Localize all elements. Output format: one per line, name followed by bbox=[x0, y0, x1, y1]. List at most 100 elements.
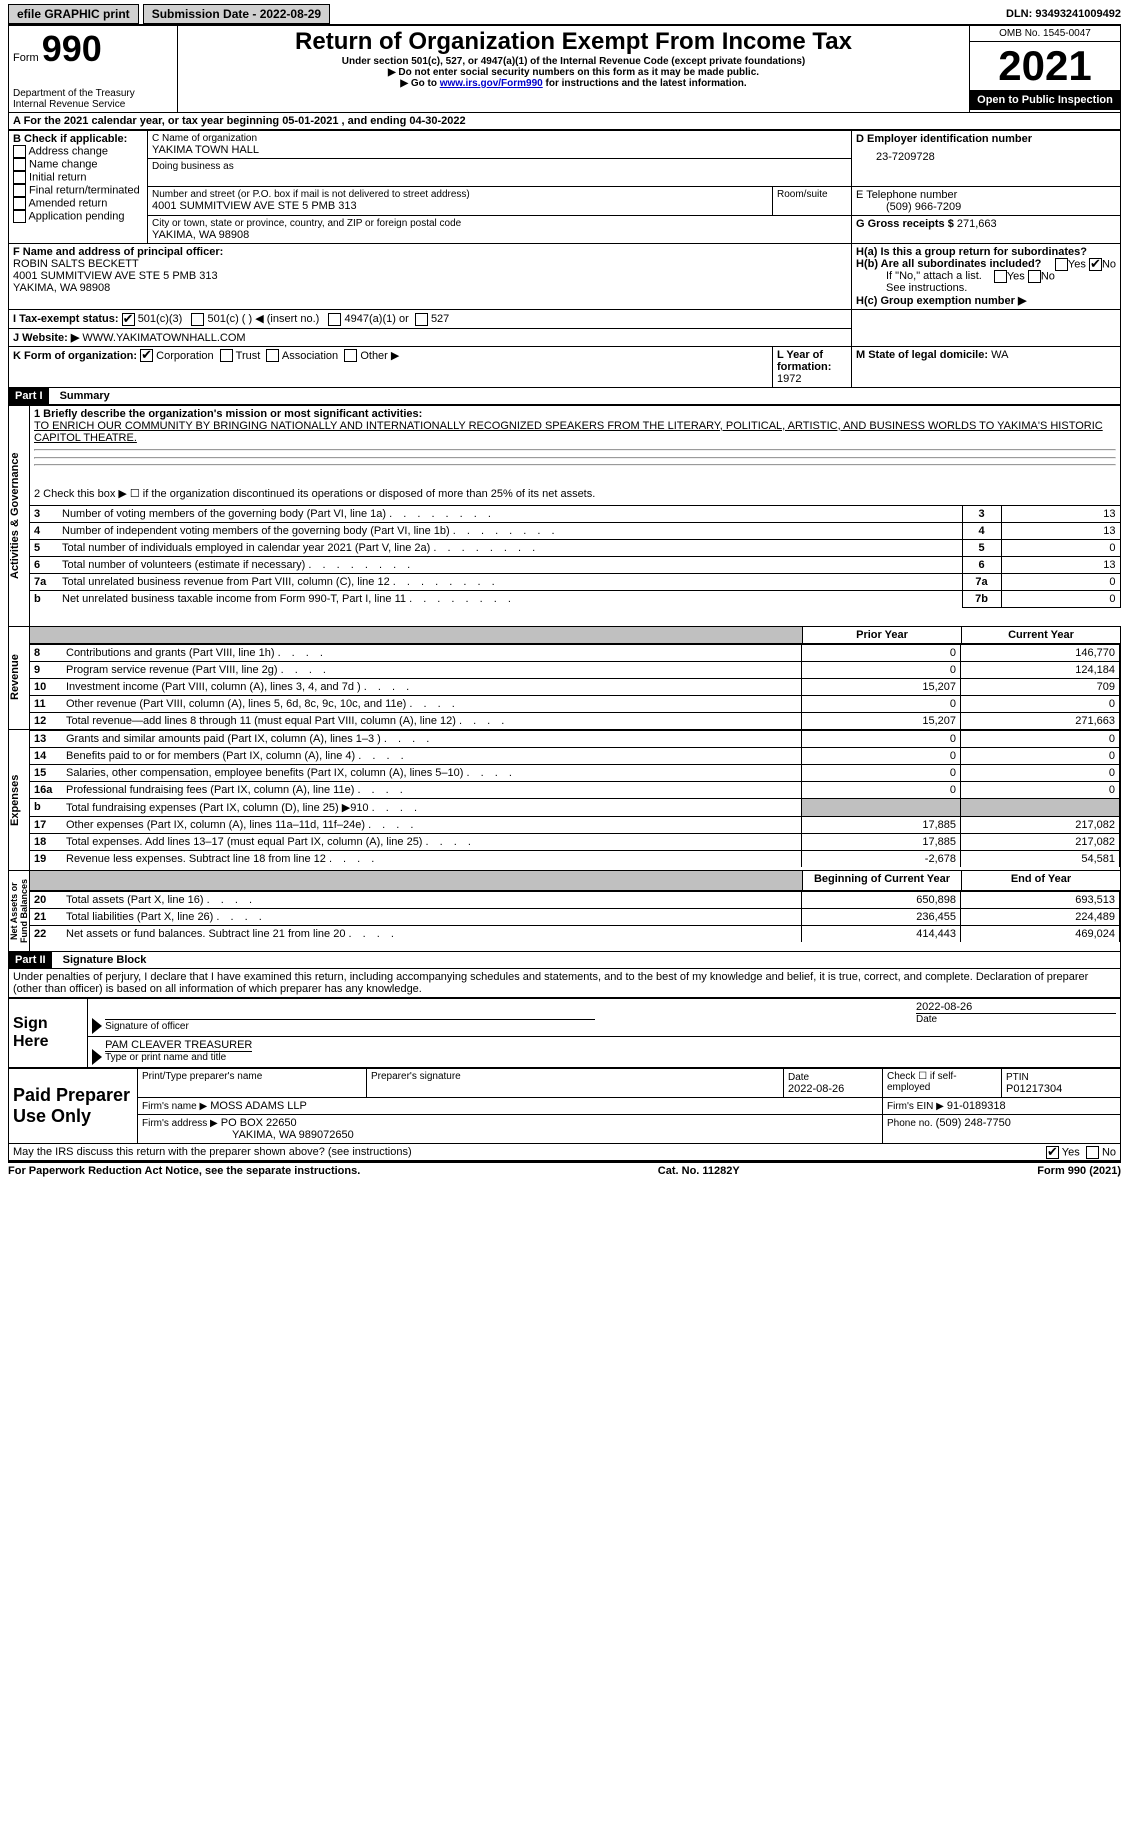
firm-addr: PO BOX 22650 bbox=[221, 1117, 297, 1129]
mission-text: TO ENRICH OUR COMMUNITY BY BRINGING NATI… bbox=[34, 420, 1116, 444]
ha-no[interactable] bbox=[1089, 258, 1102, 271]
side-rev: Revenue bbox=[9, 627, 21, 727]
city-value: YAKIMA, WA 98908 bbox=[152, 229, 847, 241]
entity-table: B Check if applicable: Address change Na… bbox=[8, 130, 1121, 388]
i-label: I Tax-exempt status: bbox=[13, 313, 119, 325]
efile-button[interactable]: efile GRAPHIC print bbox=[8, 4, 139, 24]
firm-addr-label: Firm's address ▶ bbox=[142, 1118, 218, 1129]
mission-label: 1 Briefly describe the organization's mi… bbox=[34, 408, 1116, 420]
hb-yes[interactable] bbox=[994, 270, 1007, 283]
b-opt-check[interactable] bbox=[13, 210, 26, 223]
line2: 2 Check this box ▶ ☐ if the organization… bbox=[30, 485, 1121, 505]
b-opt-check[interactable] bbox=[13, 158, 26, 171]
k-corp[interactable] bbox=[140, 349, 153, 362]
b-opt-check[interactable] bbox=[13, 171, 26, 184]
side-exp: Expenses bbox=[9, 730, 21, 870]
room-label: Room/suite bbox=[777, 189, 847, 200]
submission-button[interactable]: Submission Date - 2022-08-29 bbox=[143, 4, 330, 24]
omb-label: OMB No. 1545-0047 bbox=[970, 26, 1120, 42]
part1-header: Part I bbox=[9, 388, 49, 404]
b-opt-check[interactable] bbox=[13, 197, 26, 210]
phone-value: (509) 966-7209 bbox=[856, 201, 1116, 213]
f-label: F Name and address of principal officer: bbox=[13, 246, 847, 258]
hb-no[interactable] bbox=[1028, 270, 1041, 283]
k-assoc[interactable] bbox=[266, 349, 279, 362]
arrow-icon-2 bbox=[92, 1049, 102, 1065]
year-formation: 1972 bbox=[777, 373, 801, 385]
footer-left: For Paperwork Reduction Act Notice, see … bbox=[8, 1165, 360, 1177]
ha-yes[interactable] bbox=[1055, 258, 1068, 271]
e-label: E Telephone number bbox=[856, 189, 1116, 201]
firm-ein-label: Firm's EIN ▶ bbox=[887, 1101, 944, 1112]
col-begin: Beginning of Current Year bbox=[803, 870, 962, 890]
form-number: 990 bbox=[42, 28, 102, 69]
i-527[interactable] bbox=[415, 313, 428, 326]
yes-label: Yes bbox=[1062, 1146, 1080, 1158]
i-opt3: 527 bbox=[431, 313, 449, 325]
k-other[interactable] bbox=[344, 349, 357, 362]
section-a: A For the 2021 calendar year, or tax yea… bbox=[8, 113, 1121, 130]
side-net: Net Assets or Fund Balances bbox=[9, 871, 29, 951]
hb-note: If "No," attach a list. See instructions… bbox=[856, 270, 1116, 294]
arrow-icon bbox=[92, 1018, 102, 1034]
prep-sig-label: Preparer's signature bbox=[371, 1071, 779, 1082]
sig-officer-label: Signature of officer bbox=[105, 1021, 189, 1032]
irs-link[interactable]: www.irs.gov/Form990 bbox=[440, 78, 543, 89]
prep-date: 2022-08-26 bbox=[788, 1083, 844, 1095]
hc-label: H(c) Group exemption number ▶ bbox=[856, 294, 1116, 307]
inspection-box: Open to Public Inspection bbox=[970, 90, 1120, 110]
m-label: M State of legal domicile: bbox=[856, 349, 988, 361]
form-label: Form bbox=[13, 52, 39, 64]
officer-addr1: 4001 SUMMITVIEW AVE STE 5 PMB 313 bbox=[13, 270, 847, 282]
sign-table: Sign Here Signature of officer 2022-08-2… bbox=[8, 998, 1121, 1068]
city-label: City or town, state or province, country… bbox=[152, 218, 847, 229]
l-label: L Year of formation: bbox=[777, 349, 831, 373]
k-opt1: Trust bbox=[236, 350, 261, 362]
type-name-label: Type or print name and title bbox=[105, 1051, 252, 1063]
k-trust[interactable] bbox=[220, 349, 233, 362]
firm-name: MOSS ADAMS LLP bbox=[210, 1100, 307, 1112]
firm-ein: 91-0189318 bbox=[947, 1100, 1006, 1112]
dept-label: Department of the Treasury Internal Reve… bbox=[13, 88, 173, 110]
footer-center: Cat. No. 11282Y bbox=[658, 1165, 740, 1177]
b-opt-check[interactable] bbox=[13, 184, 26, 197]
form-title: Return of Organization Exempt From Incom… bbox=[182, 28, 965, 56]
c-name-label: C Name of organization bbox=[152, 133, 847, 144]
firm-name-label: Firm's name ▶ bbox=[142, 1101, 207, 1112]
col-current: Current Year bbox=[962, 626, 1121, 643]
dba-label: Doing business as bbox=[152, 161, 847, 172]
i-4947[interactable] bbox=[328, 313, 341, 326]
declaration: Under penalties of perjury, I declare th… bbox=[8, 969, 1121, 998]
i-501c3[interactable] bbox=[122, 313, 135, 326]
header-table: Form 990 Department of the Treasury Inte… bbox=[8, 24, 1121, 113]
discuss-yes[interactable] bbox=[1046, 1146, 1059, 1159]
section-b-label: B Check if applicable: bbox=[13, 133, 143, 145]
topbar: efile GRAPHIC print Submission Date - 20… bbox=[8, 4, 1121, 24]
officer-addr2: YAKIMA, WA 98908 bbox=[13, 282, 847, 294]
ptin-label: PTIN bbox=[1006, 1072, 1029, 1083]
preparer-table: Paid Preparer Use Only Print/Type prepar… bbox=[8, 1068, 1121, 1144]
discuss-no[interactable] bbox=[1086, 1146, 1099, 1159]
street-label: Number and street (or P.O. box if mail i… bbox=[152, 189, 768, 200]
ha-label: H(a) Is this a group return for subordin… bbox=[856, 246, 1087, 258]
i-opt2: 4947(a)(1) or bbox=[345, 313, 409, 325]
firm-city: YAKIMA, WA 989072650 bbox=[142, 1129, 878, 1141]
i-501c[interactable] bbox=[191, 313, 204, 326]
col-end: End of Year bbox=[962, 870, 1121, 890]
date-label2: Date bbox=[788, 1072, 809, 1083]
k-opt0: Corporation bbox=[156, 350, 213, 362]
tax-year: 2021 bbox=[970, 42, 1120, 90]
no-label: No bbox=[1102, 1146, 1116, 1158]
line1: ▶ Do not enter social security numbers o… bbox=[182, 67, 965, 78]
g-label: G Gross receipts $ bbox=[856, 218, 954, 230]
side-gov: Activities & Governance bbox=[9, 406, 21, 626]
sign-here: Sign Here bbox=[9, 998, 88, 1067]
part2-header: Part II bbox=[9, 952, 52, 968]
website-value: WWW.YAKIMATOWNHALL.COM bbox=[82, 332, 245, 344]
line2-post: for instructions and the latest informat… bbox=[546, 78, 747, 89]
ein-value: 23-7209728 bbox=[856, 145, 1116, 163]
gross-receipts: 271,663 bbox=[957, 218, 997, 230]
b-opt-check[interactable] bbox=[13, 145, 26, 158]
k-opt2: Association bbox=[282, 350, 338, 362]
date-label: Date bbox=[916, 1013, 1116, 1025]
